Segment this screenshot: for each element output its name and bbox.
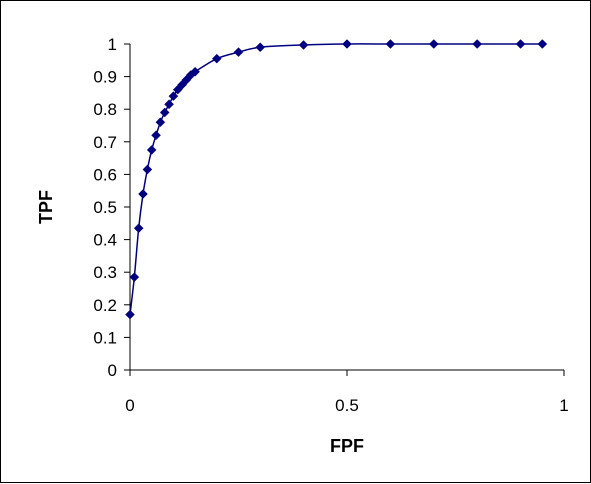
y-tick-label: 0.7 xyxy=(93,133,117,152)
y-tick-label: 0.8 xyxy=(93,100,117,119)
data-point-marker xyxy=(472,39,483,49)
x-axis-ticks xyxy=(129,370,565,376)
x-tick-label: 0 xyxy=(125,396,134,415)
x-tick-label: 1 xyxy=(559,396,568,415)
data-point-marker xyxy=(211,53,222,64)
data-point-marker xyxy=(428,39,439,49)
data-point-marker xyxy=(233,47,244,58)
data-point-marker xyxy=(298,40,309,50)
y-tick-label: 0.4 xyxy=(93,231,117,250)
x-axis-title: FPF xyxy=(330,436,364,456)
x-tick-label: 0.5 xyxy=(335,396,359,415)
data-point-marker xyxy=(142,164,153,175)
data-point-marker xyxy=(342,39,352,49)
data-point-marker xyxy=(151,130,161,141)
data-point-marker xyxy=(385,39,396,49)
y-axis-title: TPF xyxy=(36,190,56,224)
y-tick-label: 0.5 xyxy=(93,198,117,217)
y-tick-label: 0 xyxy=(108,361,117,380)
y-tick-label: 0.2 xyxy=(93,296,117,315)
data-point-marker xyxy=(515,39,526,49)
y-tick-label: 0.1 xyxy=(93,328,117,347)
data-point-marker xyxy=(164,99,174,110)
y-tick-label: 0.3 xyxy=(93,263,117,282)
y-tick-labels: 0 0.1 0.2 0.3 0.4 0.5 0.6 0.7 0.8 0.9 1 xyxy=(93,35,117,380)
data-point-marker xyxy=(129,272,140,282)
x-tick-labels: 0 0.5 1 xyxy=(125,396,568,415)
data-point-marker xyxy=(190,66,200,77)
data-point-marker xyxy=(255,42,266,53)
data-point-marker xyxy=(168,91,179,102)
y-tick-label: 1 xyxy=(108,35,117,54)
y-axis-ticks xyxy=(124,43,130,371)
data-point-marker xyxy=(125,309,135,320)
series-group xyxy=(125,39,548,320)
data-point-marker xyxy=(537,39,548,49)
data-point-marker xyxy=(159,107,170,118)
data-point-marker xyxy=(146,145,157,155)
series-line xyxy=(129,43,543,315)
data-point-marker xyxy=(133,223,144,234)
y-tick-label: 0.9 xyxy=(93,68,117,87)
data-point-marker xyxy=(155,117,166,128)
data-point-marker xyxy=(138,189,148,199)
y-tick-label: 0.6 xyxy=(93,165,117,184)
